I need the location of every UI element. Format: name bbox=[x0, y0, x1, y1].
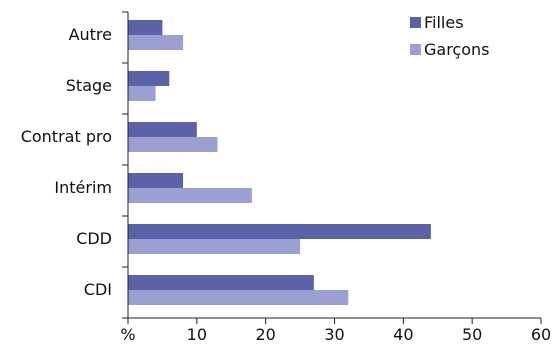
x-tick-label: % bbox=[120, 325, 135, 344]
x-tick-label: 60 bbox=[531, 325, 551, 344]
x-tick-label: 40 bbox=[393, 325, 413, 344]
bar-filles-4 bbox=[128, 224, 431, 239]
bar-garçons-3 bbox=[128, 188, 252, 203]
axes-layer: Autre Stage Contrat pro Intérim CDD CDI% 10 20 3… bbox=[21, 11, 551, 344]
legend-label-garçons: Garçons bbox=[424, 40, 490, 59]
legend: Filles Garçons bbox=[410, 13, 490, 59]
bar-garçons-0 bbox=[128, 35, 184, 50]
category-label: Autre bbox=[69, 25, 112, 44]
x-tick-label: 50 bbox=[462, 325, 482, 344]
bar-filles-2 bbox=[128, 122, 197, 137]
bars-layer bbox=[128, 20, 431, 305]
bar-filles-0 bbox=[128, 20, 163, 35]
legend-swatch-filles bbox=[410, 17, 421, 28]
bar-filles-5 bbox=[128, 275, 314, 290]
x-tick-label: 30 bbox=[324, 325, 344, 344]
bar-garçons-1 bbox=[128, 86, 156, 101]
category-label: CDD bbox=[76, 229, 112, 248]
x-tick-label: 20 bbox=[255, 325, 275, 344]
category-label: Contrat pro bbox=[21, 127, 112, 146]
bar-filles-1 bbox=[128, 71, 170, 86]
bar-garçons-5 bbox=[128, 290, 349, 305]
bar-garçons-2 bbox=[128, 137, 218, 152]
x-tick-label: 10 bbox=[187, 325, 207, 344]
legend-label-filles: Filles bbox=[424, 13, 464, 32]
category-label: CDI bbox=[84, 280, 112, 299]
bar-garçons-4 bbox=[128, 239, 301, 254]
bar-filles-3 bbox=[128, 173, 184, 188]
legend-swatch-garçons bbox=[410, 44, 421, 55]
category-label: Intérim bbox=[54, 178, 112, 197]
category-label: Stage bbox=[66, 76, 112, 95]
